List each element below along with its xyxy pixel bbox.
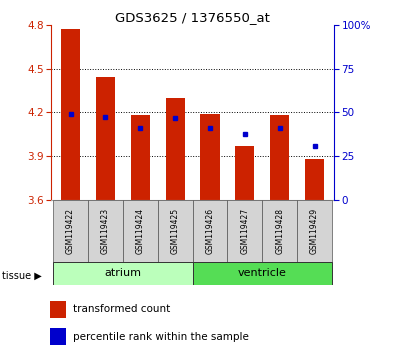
Text: GSM119422: GSM119422 <box>66 208 75 254</box>
Bar <box>123 200 158 262</box>
Text: GSM119429: GSM119429 <box>310 208 319 254</box>
Bar <box>166 98 185 200</box>
Bar <box>158 200 192 262</box>
Bar <box>305 159 324 200</box>
Text: GSM119424: GSM119424 <box>136 208 145 254</box>
Title: GDS3625 / 1376550_at: GDS3625 / 1376550_at <box>115 11 270 24</box>
Bar <box>297 200 332 262</box>
Bar <box>61 29 80 200</box>
Text: GSM119423: GSM119423 <box>101 208 110 254</box>
Bar <box>228 200 262 262</box>
Bar <box>193 262 332 285</box>
Bar <box>262 200 297 262</box>
Bar <box>270 115 289 200</box>
Bar <box>193 200 228 262</box>
Bar <box>96 77 115 200</box>
Text: tissue ▶: tissue ▶ <box>2 270 42 280</box>
Text: percentile rank within the sample: percentile rank within the sample <box>73 332 248 342</box>
Text: ventricle: ventricle <box>238 268 287 279</box>
Text: atrium: atrium <box>104 268 141 279</box>
Bar <box>53 262 192 285</box>
Bar <box>53 200 88 262</box>
Bar <box>50 301 66 318</box>
Text: GSM119425: GSM119425 <box>171 208 180 254</box>
Bar <box>131 115 150 200</box>
Text: GSM119427: GSM119427 <box>241 208 249 254</box>
Bar <box>200 114 220 200</box>
Bar <box>235 146 254 200</box>
Bar <box>88 200 123 262</box>
Text: GSM119426: GSM119426 <box>205 208 214 254</box>
Text: transformed count: transformed count <box>73 304 170 314</box>
Text: GSM119428: GSM119428 <box>275 208 284 254</box>
Bar <box>50 328 66 345</box>
